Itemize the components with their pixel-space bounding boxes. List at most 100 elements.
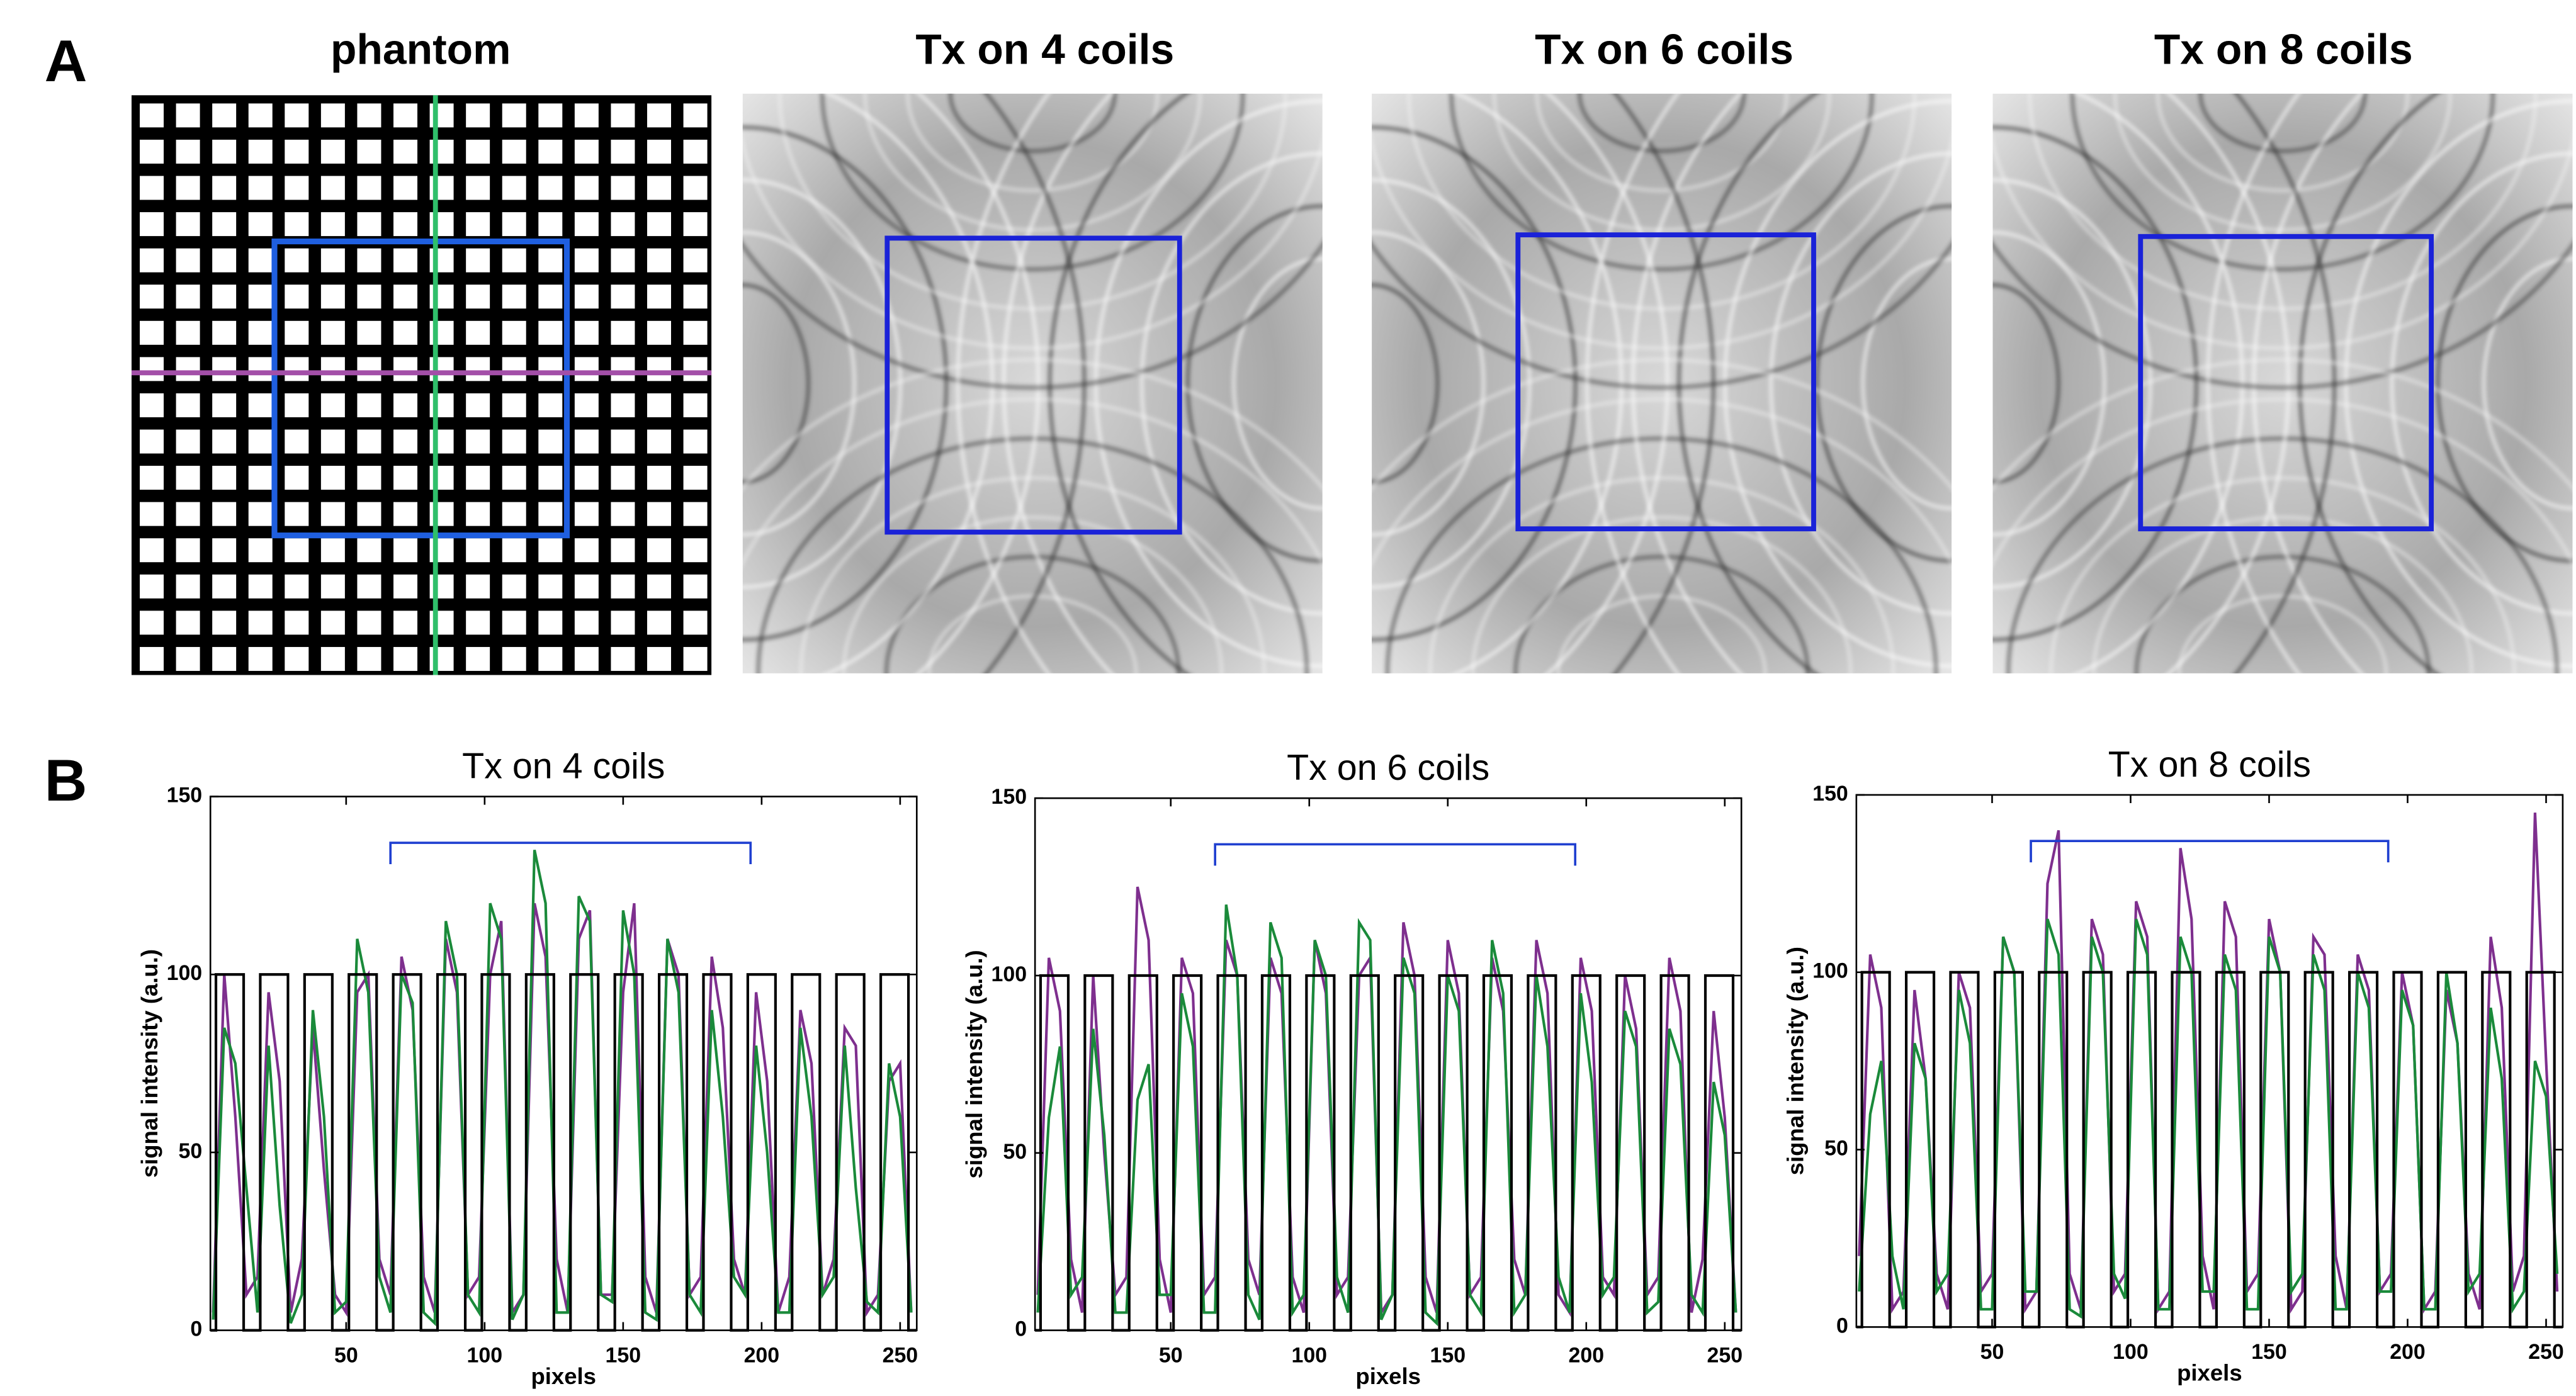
phantom-cell — [683, 646, 708, 671]
series-line — [1036, 886, 1737, 1317]
phantom-cell — [611, 611, 635, 635]
phantom-cell — [357, 212, 381, 237]
chart-title: Tx on 8 coils — [2108, 745, 2311, 785]
phantom-cell — [248, 357, 273, 381]
phantom-cell — [574, 284, 599, 309]
phantom-cell — [212, 429, 237, 454]
phantom-cell — [357, 176, 381, 200]
phantom-cell — [140, 502, 164, 526]
phantom-cell — [212, 574, 237, 599]
phantom-cell — [357, 502, 381, 526]
phantom-cell — [647, 393, 672, 417]
phantom-cell — [176, 393, 200, 417]
phantom-cell — [140, 103, 164, 128]
plot-frame — [1855, 794, 2564, 1328]
phantom-cell — [248, 212, 273, 237]
phantom-cell — [574, 574, 599, 599]
y-tick-label: 0 — [190, 1317, 202, 1341]
phantom-cell — [611, 538, 635, 563]
phantom-cell — [320, 429, 345, 454]
series-line — [1858, 813, 2559, 1314]
x-tick-label: 250 — [2528, 1340, 2564, 1364]
phantom-cell — [466, 611, 490, 635]
phantom-cell — [212, 284, 237, 309]
panel-label: A — [45, 28, 88, 94]
phantom-cell — [212, 502, 237, 526]
phantom-cell — [611, 212, 635, 237]
phantom-cell — [647, 502, 672, 526]
phantom-cell — [212, 646, 237, 671]
phantom-cell — [320, 646, 345, 671]
phantom-cell — [357, 466, 381, 490]
phantom-cell — [140, 466, 164, 490]
phantom-cell — [285, 320, 309, 345]
phantom-cell — [140, 646, 164, 671]
phantom-cell — [611, 502, 635, 526]
x-tick-label: 50 — [1159, 1343, 1183, 1367]
phantom-cell — [357, 611, 381, 635]
phantom-cell — [212, 320, 237, 345]
phantom-cell — [683, 611, 708, 635]
phantom-cell — [683, 429, 708, 454]
phantom-cell — [285, 357, 309, 381]
panel-label: B — [45, 747, 88, 813]
phantom-cell — [212, 212, 237, 237]
phantom-cell — [320, 611, 345, 635]
chart-title: Tx on 4 coils — [462, 746, 665, 786]
phantom-cell — [140, 176, 164, 200]
phantom-cell — [285, 212, 309, 237]
image-row: phantom Tx on 4 coils Tx on 6 coils Tx on 8… — [131, 26, 2573, 675]
phantom-cell — [176, 466, 200, 490]
phantom-cell — [176, 103, 200, 128]
phantom-cell — [176, 538, 200, 563]
phantom-cell — [502, 538, 526, 563]
phantom-cell — [393, 466, 418, 490]
phantom-cell — [647, 176, 672, 200]
phantom-cell — [285, 139, 309, 164]
phantom-cell — [502, 357, 526, 381]
line-chart: Tx on 4 coils 50 100 150 200 250 0 50 100 150 pixe… — [137, 746, 918, 1389]
phantom-cell — [683, 393, 708, 417]
phantom-cell — [140, 611, 164, 635]
phantom-cell — [683, 176, 708, 200]
phantom-cell — [647, 212, 672, 237]
plot-frame — [209, 796, 918, 1331]
phantom-cell — [466, 393, 490, 417]
phantom-cell — [502, 502, 526, 526]
x-tick-label: 250 — [1707, 1343, 1743, 1367]
phantom-cell — [320, 502, 345, 526]
phantom-cell — [538, 357, 563, 381]
phantom-cell — [320, 357, 345, 381]
phantom-cell — [248, 429, 273, 454]
phantom-cell — [683, 466, 708, 490]
simulated-image — [1372, 93, 1952, 673]
phantom-cell — [320, 176, 345, 200]
phantom-cell — [140, 212, 164, 237]
y-tick-label: 0 — [1015, 1317, 1027, 1341]
phantom-cell — [611, 284, 635, 309]
phantom-cell — [393, 212, 418, 237]
phantom-cell — [647, 248, 672, 273]
y-axis-label: signal intensity (a.u.) — [1783, 947, 1809, 1175]
phantom-cell — [683, 139, 708, 164]
phantom-cell — [466, 284, 490, 309]
phantom-cell — [393, 320, 418, 345]
phantom-cell — [574, 176, 599, 200]
phantom-cell — [248, 502, 273, 526]
y-tick-label: 100 — [167, 961, 203, 985]
phantom-cell — [538, 502, 563, 526]
series-line — [212, 903, 913, 1317]
phantom-cell — [647, 139, 672, 164]
phantom-cell — [683, 574, 708, 599]
phantom-cell — [611, 466, 635, 490]
phantom-cell — [611, 320, 635, 345]
phantom-cell — [466, 139, 490, 164]
phantom-cell — [538, 139, 563, 164]
phantom-cell — [574, 103, 599, 128]
roi-box — [271, 239, 570, 539]
phantom-cell — [320, 574, 345, 599]
simulated-image — [742, 93, 1323, 673]
phantom-cell — [574, 393, 599, 417]
phantom-cell — [393, 429, 418, 454]
